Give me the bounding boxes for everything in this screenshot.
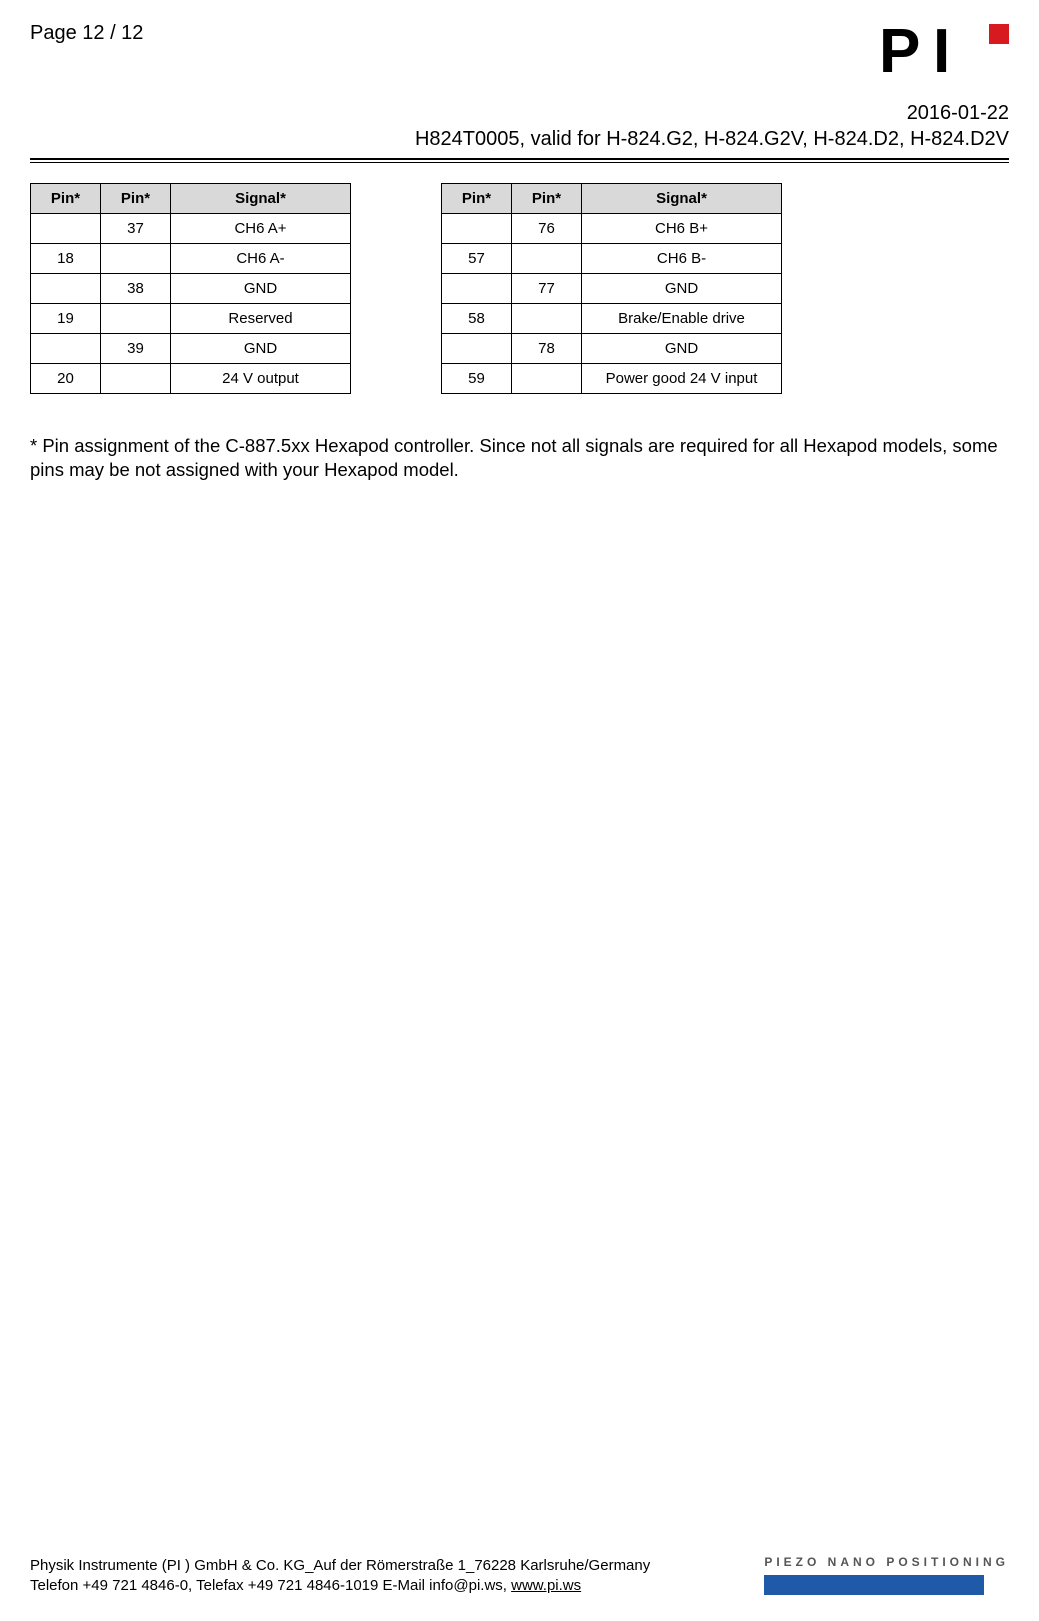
cell: 76 (512, 214, 582, 244)
cell (31, 334, 101, 364)
col-header: Pin* (101, 184, 171, 214)
cell: 37 (101, 214, 171, 244)
cell: 19 (31, 304, 101, 334)
table-row: 57 CH6 B- (442, 244, 782, 274)
col-header: Pin* (442, 184, 512, 214)
footnote: * Pin assignment of the C-887.5xx Hexapo… (30, 434, 1009, 482)
cell (442, 274, 512, 304)
footer-tagline: PIEZO NANO POSITIONING (764, 1555, 1009, 1569)
table-header-row: Pin* Pin* Signal* (442, 184, 782, 214)
footer-bluebar (764, 1575, 984, 1595)
cell (442, 214, 512, 244)
footer-line1: Physik Instrumente (PI ) GmbH & Co. KG_A… (30, 1556, 650, 1576)
table-row: 39 GND (31, 334, 351, 364)
table-row: 58 Brake/Enable drive (442, 304, 782, 334)
cell: 77 (512, 274, 582, 304)
table-row: 19 Reserved (31, 304, 351, 334)
doc-meta: 2016-01-22 H824T0005, valid for H-824.G2… (30, 100, 1009, 152)
footer-line2: Telefon +49 721 4846-0, Telefax +49 721 … (30, 1576, 650, 1596)
cell: 18 (31, 244, 101, 274)
cell: 39 (101, 334, 171, 364)
cell (101, 304, 171, 334)
cell (512, 304, 582, 334)
col-header: Pin* (31, 184, 101, 214)
cell: 20 (31, 364, 101, 394)
table-row: 18 CH6 A- (31, 244, 351, 274)
cell: 78 (512, 334, 582, 364)
cell: 57 (442, 244, 512, 274)
pin-table-right: Pin* Pin* Signal* 76 CH6 B+ 57 CH6 B- (441, 183, 782, 394)
cell: 38 (101, 274, 171, 304)
cell: GND (582, 274, 782, 304)
cell: CH6 A- (171, 244, 351, 274)
doc-date: 2016-01-22 (30, 100, 1009, 126)
cell (512, 364, 582, 394)
table-row: 76 CH6 B+ (442, 214, 782, 244)
svg-text:P: P (879, 20, 920, 80)
footer-link[interactable]: www.pi.ws (511, 1577, 581, 1594)
cell: 59 (442, 364, 512, 394)
footer-brand: PIEZO NANO POSITIONING (764, 1555, 1009, 1595)
cell: CH6 A+ (171, 214, 351, 244)
col-header: Signal* (582, 184, 782, 214)
table-row: 59 Power good 24 V input (442, 364, 782, 394)
doc-ref: H824T0005, valid for H-824.G2, H-824.G2V… (30, 126, 1009, 152)
svg-text:I: I (933, 20, 950, 80)
col-header: Signal* (171, 184, 351, 214)
header-row: Page 12 / 12 P I (30, 20, 1009, 90)
cell (101, 364, 171, 394)
cell: GND (171, 274, 351, 304)
cell: CH6 B+ (582, 214, 782, 244)
cell (31, 214, 101, 244)
table-row: 38 GND (31, 274, 351, 304)
tables-row: Pin* Pin* Signal* 37 CH6 A+ 18 CH6 A- (30, 183, 1009, 394)
footer-address: Physik Instrumente (PI ) GmbH & Co. KG_A… (30, 1556, 650, 1595)
cell: Reserved (171, 304, 351, 334)
cell: CH6 B- (582, 244, 782, 274)
cell: GND (171, 334, 351, 364)
footer: Physik Instrumente (PI ) GmbH & Co. KG_A… (30, 1555, 1009, 1595)
pin-table-left: Pin* Pin* Signal* 37 CH6 A+ 18 CH6 A- (30, 183, 351, 394)
header-divider (30, 158, 1009, 163)
cell: 58 (442, 304, 512, 334)
cell (101, 244, 171, 274)
table-row: 77 GND (442, 274, 782, 304)
page: Page 12 / 12 P I 2016-01-22 H824T0005, v… (0, 0, 1039, 1621)
pi-logo: P I (879, 20, 1009, 80)
footer-line2-text: Telefon +49 721 4846-0, Telefax +49 721 … (30, 1577, 511, 1594)
cell: GND (582, 334, 782, 364)
table-row: 78 GND (442, 334, 782, 364)
col-header: Pin* (512, 184, 582, 214)
cell: Power good 24 V input (582, 364, 782, 394)
table-row: 20 24 V output (31, 364, 351, 394)
table-row: 37 CH6 A+ (31, 214, 351, 244)
cell (442, 334, 512, 364)
cell: Brake/Enable drive (582, 304, 782, 334)
page-number: Page 12 / 12 (30, 20, 143, 45)
cell: 24 V output (171, 364, 351, 394)
table-header-row: Pin* Pin* Signal* (31, 184, 351, 214)
cell (512, 244, 582, 274)
cell (31, 274, 101, 304)
